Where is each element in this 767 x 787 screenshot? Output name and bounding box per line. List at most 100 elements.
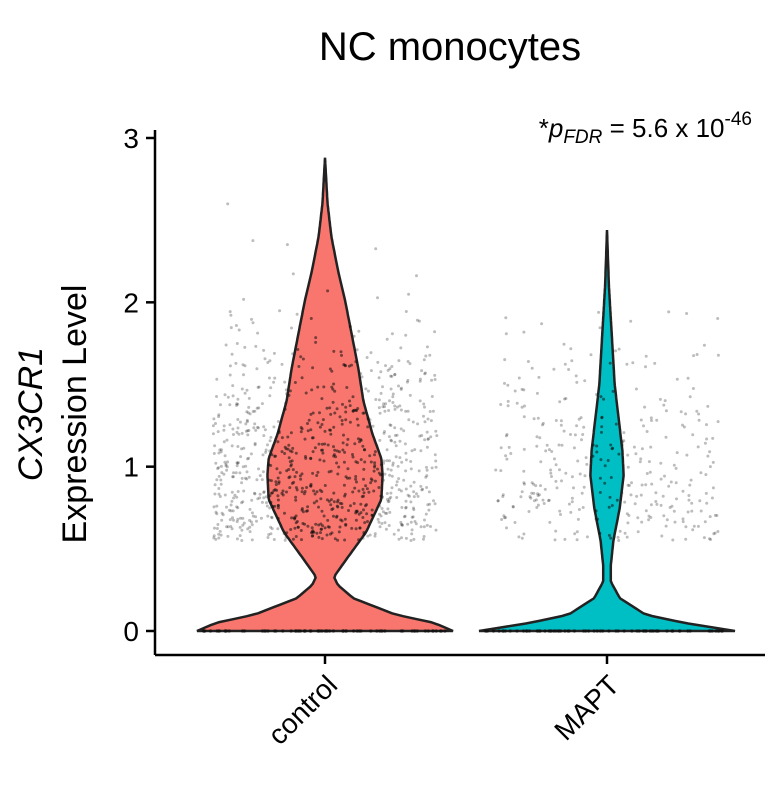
jitter-point [404, 505, 408, 509]
jitter-point [541, 498, 545, 502]
jitter-point [381, 510, 385, 514]
jitter-point [416, 494, 420, 498]
jitter-point [299, 355, 303, 359]
jitter-point [348, 420, 352, 424]
jitter-point [600, 425, 604, 429]
jitter-point [673, 520, 677, 524]
jitter-point-zero [379, 629, 383, 633]
jitter-point [292, 516, 296, 520]
jitter-point [522, 482, 526, 486]
jitter-point [256, 426, 260, 430]
jitter-point [644, 483, 648, 487]
jitter-point [585, 535, 589, 539]
jitter-point [550, 475, 553, 478]
jitter-point [355, 509, 359, 513]
jitter-point [346, 437, 350, 441]
jitter-point [333, 411, 337, 415]
jitter-point [266, 361, 270, 364]
jitter-point [251, 239, 255, 243]
jitter-point [242, 297, 246, 301]
jitter-point [708, 450, 712, 454]
jitter-point [240, 539, 244, 542]
jitter-point [659, 477, 663, 481]
violins [196, 157, 736, 633]
jitter-point [320, 490, 324, 494]
jitter-point [221, 513, 225, 517]
jitter-point [559, 423, 563, 427]
jitter-point [369, 481, 373, 485]
jitter-point [659, 503, 663, 507]
jitter-point [591, 443, 595, 447]
jitter-point [609, 476, 613, 479]
jitter-point-zero [320, 629, 324, 633]
jitter-point [290, 516, 294, 520]
jitter-point [501, 493, 505, 497]
jitter-point [346, 467, 350, 471]
jitter-point [331, 400, 335, 404]
jitter-point [425, 345, 429, 349]
jitter-point [261, 453, 265, 457]
jitter-point [434, 528, 438, 532]
jitter-point [251, 514, 255, 518]
jitter-point [672, 463, 676, 467]
jitter-point [233, 493, 237, 497]
jitter-point [268, 394, 272, 398]
jitter-point [537, 493, 541, 497]
jitter-point [574, 374, 578, 378]
jitter-point-zero [635, 629, 639, 633]
jitter-point [402, 478, 406, 482]
jitter-point [290, 326, 293, 330]
jitter-point [506, 399, 510, 403]
jitter-point [636, 530, 640, 534]
jitter-point [535, 435, 539, 439]
jitter-point [625, 362, 629, 366]
jitter-point [253, 409, 257, 413]
jitter-point [681, 517, 685, 521]
jitter-point [377, 376, 381, 380]
jitter-point [684, 412, 688, 416]
jitter-point [382, 402, 385, 406]
jitter-point [541, 421, 545, 425]
jitter-point [245, 388, 249, 392]
jitter-point [681, 489, 685, 493]
jitter-point-zero [369, 629, 373, 633]
jitter-point [262, 434, 266, 438]
jitter-point [414, 522, 418, 526]
jitter-point [243, 391, 247, 395]
jitter-point [598, 476, 602, 480]
jitter-point [534, 498, 538, 502]
jitter-point [276, 506, 280, 510]
jitter-point [315, 531, 319, 535]
jitter-point [283, 407, 287, 411]
jitter-point [378, 411, 382, 415]
jitter-point [603, 464, 607, 468]
jitter-point [534, 484, 538, 488]
jitter-point [321, 451, 325, 455]
jitter-point [244, 422, 248, 426]
jitter-point [617, 452, 621, 456]
jitter-point [503, 381, 506, 385]
jitter-point [502, 514, 506, 518]
jitter-point [248, 525, 252, 529]
jitter-point [265, 504, 269, 508]
jitter-point [343, 517, 347, 521]
jitter-point [257, 406, 261, 410]
jitter-point [366, 534, 370, 538]
jitter-point [409, 500, 413, 504]
jitter-point [314, 340, 318, 344]
jitter-point [270, 527, 274, 531]
jitter-point [379, 514, 383, 518]
jitter-point [241, 516, 245, 520]
jitter-point [244, 429, 248, 433]
jitter-point [315, 499, 319, 503]
jitter-point [383, 430, 386, 433]
jitter-point [223, 454, 227, 458]
jitter-point [420, 488, 424, 492]
jitter-point [645, 430, 649, 433]
jitter-point [650, 482, 654, 486]
jitter-point [623, 531, 627, 535]
jitter-point [228, 423, 232, 427]
jitter-point [361, 411, 365, 415]
jitter-point [422, 537, 425, 541]
jitter-point [435, 434, 439, 438]
